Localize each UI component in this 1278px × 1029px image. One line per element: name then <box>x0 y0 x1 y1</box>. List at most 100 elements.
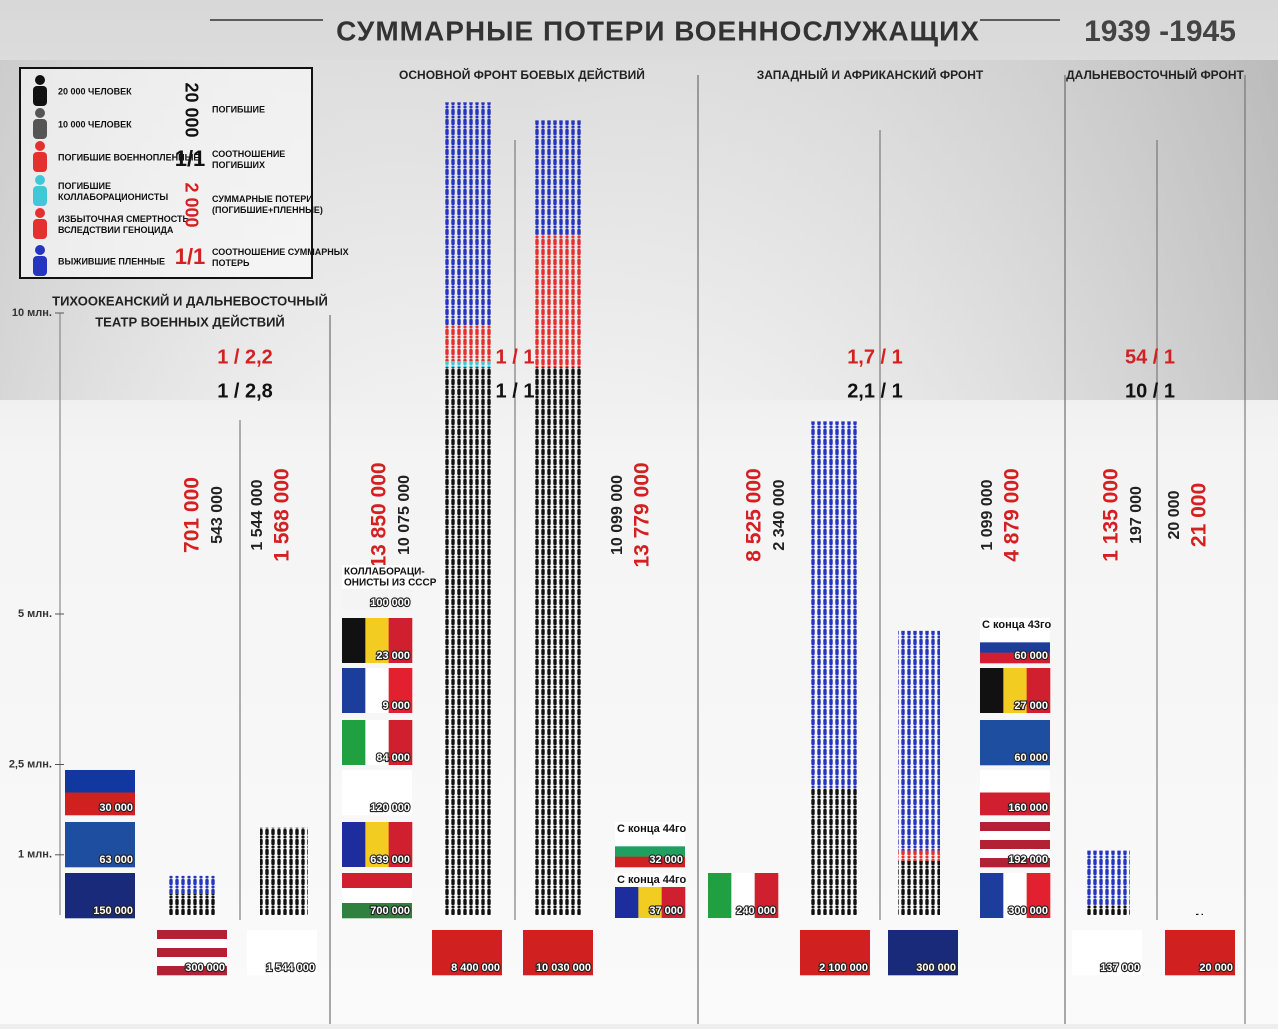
flag-stripe <box>1072 930 1142 976</box>
flag-stripe <box>432 930 502 976</box>
legend-icon-body <box>33 256 47 276</box>
flag: 137 000 <box>1072 930 1142 976</box>
flag-label: 700 000 <box>370 905 410 917</box>
flag: 63 000 <box>65 822 135 868</box>
flag: 240 000 <box>708 873 779 918</box>
ratio-dead: 2,1 / 1 <box>847 380 903 402</box>
flag: 192 000 <box>980 822 1050 868</box>
axis-tick-label: 5 млн. <box>18 608 52 620</box>
pile-segment <box>1085 850 1130 905</box>
flag: 60 000 <box>980 720 1050 766</box>
flag-stripe <box>1165 930 1235 976</box>
pile-segment <box>535 367 583 915</box>
axis-tick-label: 2,5 млн. <box>9 758 52 770</box>
flag-stripe <box>888 930 958 976</box>
flag: 1 544 000 <box>247 930 317 976</box>
flag: КОЛЛАБОРАЦИ-ОНИСТЫ ИЗ СССР 100 000 <box>342 565 437 611</box>
flag-label: 300 000 <box>916 962 956 974</box>
legend-key-sample: 1/1 <box>175 146 206 171</box>
legend-key-line: СУММАРНЫЕ ПОТЕРИ <box>212 194 313 204</box>
flag: 23 000 <box>342 618 413 663</box>
flag-stripe <box>157 948 227 958</box>
pile-segment <box>168 875 216 894</box>
legend-label: ИЗБЫТОЧНАЯ СМЕРТНОСТЬ ВСЛЕДСТВИИ ГЕНОЦИДА <box>58 214 189 235</box>
legend-key-line: ПОГИБШИХ <box>212 160 265 170</box>
flag-stripe <box>365 822 389 867</box>
flag-label: 60 000 <box>1014 752 1048 764</box>
flag-stripe <box>980 822 1050 832</box>
flag-stripe <box>980 642 1050 653</box>
flag-stripe <box>708 873 732 918</box>
pile-segment <box>535 120 583 235</box>
pile-segment <box>535 234 583 368</box>
legend-icon-head <box>35 108 45 118</box>
legend-key-line: (ПОГИБШИЕ+ПЛЕННЫЕ) <box>212 205 323 215</box>
flag-stripe <box>365 668 389 713</box>
years: 1939 -1945 <box>1084 15 1236 48</box>
flag-stripe <box>247 930 317 976</box>
legend-key-text: ПОГИБШИЕ <box>212 104 265 114</box>
flag-note-bg <box>615 873 685 887</box>
legend-icon-body <box>33 119 47 139</box>
legend-icon-head <box>35 175 45 185</box>
title: СУММАРНЫЕ ПОТЕРИ ВОЕННОСЛУЖАЩИХ <box>336 15 980 46</box>
flag-stripe <box>980 831 1050 841</box>
flag-label: 23 000 <box>376 650 410 662</box>
flag-note: С конца 43го <box>982 619 1051 631</box>
total-label: 1 099 000 <box>979 479 996 550</box>
flag: 300 000 <box>157 930 227 976</box>
ratio-dead: 1 / 2,8 <box>217 380 273 402</box>
flag-stripe <box>157 930 227 940</box>
flag: 120 000 <box>342 770 412 816</box>
flag-stripe <box>65 822 135 868</box>
legend-icon-body <box>33 186 47 206</box>
legend-icon <box>33 175 47 206</box>
total-label: 197 000 <box>1128 486 1145 544</box>
flag-label: 10 030 000 <box>536 962 591 974</box>
flag-label: 84 000 <box>376 752 410 764</box>
flag-label: 8 400 000 <box>451 962 500 974</box>
total-label: 2 340 000 <box>771 479 788 550</box>
flag-label: 37 000 <box>649 905 683 917</box>
flag: 20 000 <box>1165 930 1235 976</box>
total-label: 701 000 <box>181 477 204 553</box>
pile-segment <box>168 893 216 915</box>
flag-label: 160 000 <box>1008 802 1048 814</box>
flag-stripe <box>342 589 412 611</box>
legend-label-line: КОЛЛАБОРАЦИОНИСТЫ <box>58 192 168 202</box>
front-name: ТЕАТР ВОЕННЫХ ДЕЙСТВИЙ <box>95 314 285 329</box>
pile-segment <box>260 827 308 915</box>
flag-stripe <box>65 873 135 919</box>
flag-stripe <box>388 822 413 867</box>
pile-segment <box>898 860 940 915</box>
flag-stripe <box>1026 873 1051 918</box>
flag-label: 20 000 <box>1199 962 1233 974</box>
legend-icon-head <box>35 245 45 255</box>
pile-segment <box>898 850 940 861</box>
flag: 300 000 <box>980 873 1051 918</box>
flag-note: С конца 44го <box>617 874 686 886</box>
total-label: 10 075 000 <box>396 475 413 555</box>
pile-segment <box>444 361 492 368</box>
flag-stripe <box>342 888 412 904</box>
flag-stripe <box>388 720 413 765</box>
flag-stripe <box>342 770 412 816</box>
front-name: ТИХООКЕАНСКИЙ И ДАЛЬНЕВОСТОЧНЫЙ <box>52 293 328 308</box>
flag: С конца 44го 32 000 <box>615 822 686 868</box>
flag-stripe <box>342 822 366 867</box>
flag-label: 9 000 <box>382 700 410 712</box>
flag-stripe <box>661 887 686 918</box>
total-label: 1 568 000 <box>271 468 294 561</box>
flag-stripe <box>980 652 1050 664</box>
ratio-total: 1 / 1 <box>496 346 535 368</box>
legend-box <box>19 67 313 279</box>
flag-stripe <box>615 856 685 868</box>
legend-label-line: ВСЛЕДСТВИИ ГЕНОЦИДА <box>58 225 174 235</box>
legend-key-sample: 20 000 <box>181 82 201 137</box>
legend-key-line: ПОТЕРЬ <box>212 258 250 268</box>
flag-stripe <box>157 966 227 976</box>
front-name: ОСНОВНОЙ ФРОНТ БОЕВЫХ ДЕЙСТВИЙ <box>399 67 645 82</box>
flag-stripe <box>615 887 639 918</box>
flag-label: 100 000 <box>370 597 410 609</box>
